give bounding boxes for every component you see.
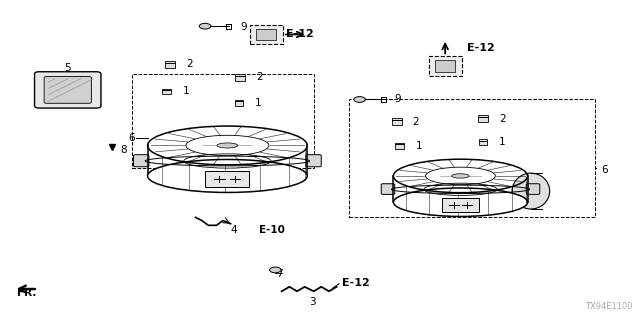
Text: 9: 9 xyxy=(240,22,247,32)
Text: 1: 1 xyxy=(255,98,262,108)
Text: 9: 9 xyxy=(395,94,401,104)
Text: E-10: E-10 xyxy=(259,225,285,235)
FancyBboxPatch shape xyxy=(250,25,283,44)
Text: E-12: E-12 xyxy=(285,29,313,39)
FancyBboxPatch shape xyxy=(477,115,488,122)
FancyBboxPatch shape xyxy=(257,29,276,40)
FancyBboxPatch shape xyxy=(134,155,149,167)
FancyBboxPatch shape xyxy=(392,118,402,125)
FancyBboxPatch shape xyxy=(234,100,243,106)
Text: TX94E1100: TX94E1100 xyxy=(586,302,633,311)
Text: 6: 6 xyxy=(129,133,135,143)
FancyBboxPatch shape xyxy=(381,184,395,195)
Ellipse shape xyxy=(394,188,527,216)
Text: 3: 3 xyxy=(309,297,316,307)
Text: 5: 5 xyxy=(65,63,71,73)
FancyBboxPatch shape xyxy=(44,76,92,103)
Bar xyxy=(442,198,479,212)
Text: E-12: E-12 xyxy=(342,278,370,288)
Text: 6: 6 xyxy=(601,164,607,174)
Text: 7: 7 xyxy=(276,269,283,279)
FancyBboxPatch shape xyxy=(435,60,455,72)
Text: 1: 1 xyxy=(182,86,189,97)
Circle shape xyxy=(269,267,281,273)
FancyBboxPatch shape xyxy=(163,89,171,94)
Text: 1: 1 xyxy=(416,141,422,151)
FancyBboxPatch shape xyxy=(526,184,540,195)
Text: 2: 2 xyxy=(499,114,506,124)
Text: FR.: FR. xyxy=(17,288,36,298)
FancyBboxPatch shape xyxy=(479,140,487,146)
Text: 4: 4 xyxy=(230,225,237,235)
Text: 2: 2 xyxy=(256,72,263,82)
Ellipse shape xyxy=(217,143,238,148)
Ellipse shape xyxy=(452,174,469,178)
Text: E-12: E-12 xyxy=(467,43,495,52)
FancyBboxPatch shape xyxy=(165,61,175,68)
FancyBboxPatch shape xyxy=(429,56,462,76)
Text: 2: 2 xyxy=(413,117,419,127)
Ellipse shape xyxy=(148,159,307,192)
Circle shape xyxy=(199,23,211,29)
Bar xyxy=(205,171,250,187)
FancyBboxPatch shape xyxy=(35,72,101,108)
FancyBboxPatch shape xyxy=(306,155,321,167)
Ellipse shape xyxy=(512,173,550,209)
Text: 2: 2 xyxy=(186,60,193,69)
FancyBboxPatch shape xyxy=(235,74,245,81)
FancyBboxPatch shape xyxy=(396,143,404,149)
Text: 1: 1 xyxy=(499,138,506,148)
Circle shape xyxy=(354,97,365,102)
Text: 8: 8 xyxy=(120,146,127,156)
